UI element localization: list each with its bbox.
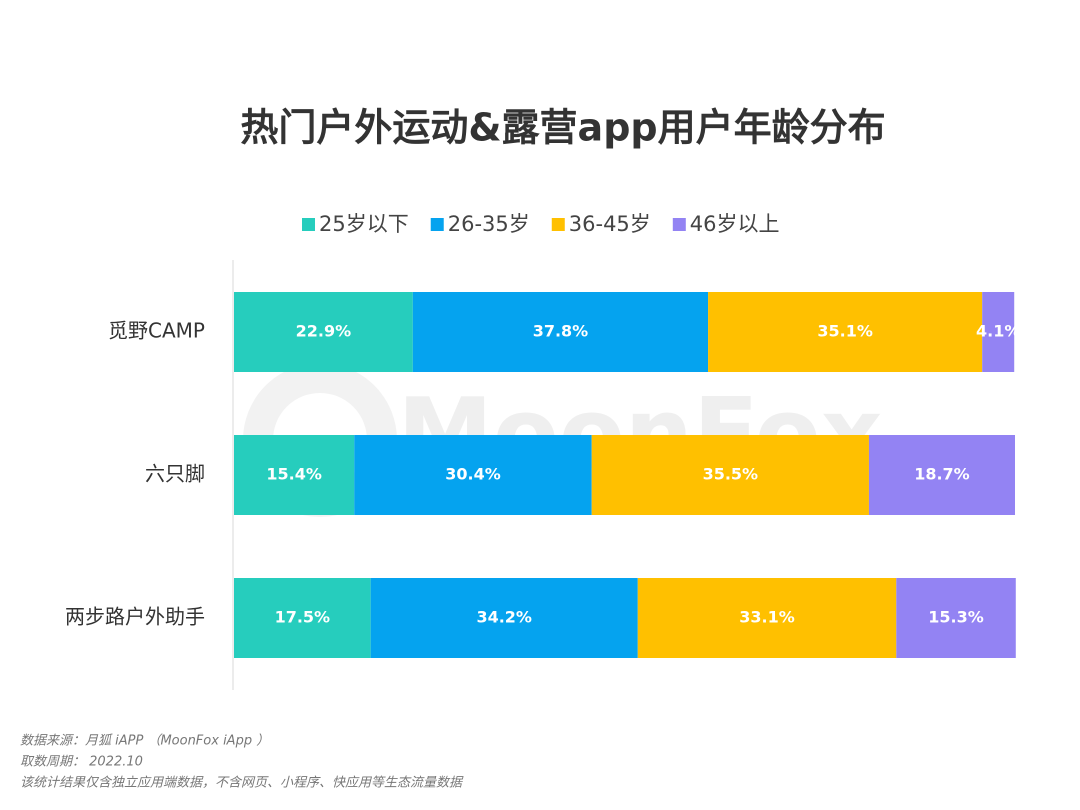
value-label: 30.4%: [445, 465, 501, 484]
bar-segment: [234, 435, 355, 515]
bar-segment: [708, 292, 983, 372]
footnote: 该统计结果仅含独立应用端数据，不含网页、小程序、快应用等生态流量数据: [20, 775, 464, 791]
bar-segment: [637, 578, 897, 658]
bar-segment: [234, 292, 413, 372]
bar-segment: [354, 435, 592, 515]
legend-label: 25岁以下: [319, 212, 409, 236]
value-label: 35.5%: [703, 465, 759, 484]
legend-label: 36-45岁: [569, 212, 651, 236]
bar-segment: [412, 292, 709, 372]
bar-segment: [868, 435, 1015, 515]
bar-segment: [370, 578, 638, 658]
footnote: 数据来源：月狐 iAPP （MoonFox iApp ）: [20, 733, 269, 749]
value-label: 4.1%: [976, 322, 1020, 341]
value-label: 22.9%: [296, 322, 352, 341]
legend-swatch: [302, 218, 315, 231]
legend-swatch: [430, 218, 444, 231]
chart-title: 热门户外运动&露营app用户年龄分布: [240, 106, 885, 150]
value-label: 37.8%: [533, 322, 589, 341]
value-label: 15.4%: [266, 465, 322, 484]
value-label: 33.1%: [739, 608, 795, 627]
value-label: 18.7%: [914, 465, 970, 484]
value-label: 35.1%: [817, 322, 873, 341]
value-label: 34.2%: [476, 608, 532, 627]
category-label: 觅野CAMP: [108, 319, 205, 343]
bar-segment: [982, 292, 1015, 372]
legend-swatch: [672, 218, 686, 231]
value-label: 17.5%: [275, 608, 331, 627]
bar-segment: [896, 578, 1016, 658]
footnote: 取数周期： 2022.10: [20, 755, 143, 770]
legend-label: 26-35岁: [448, 212, 530, 236]
category-label: 两步路户外助手: [65, 605, 205, 629]
legend-swatch: [551, 218, 565, 231]
category-label: 六只脚: [145, 462, 205, 486]
bar-segment: [234, 578, 371, 658]
legend-label: 46岁以上: [690, 212, 780, 236]
bar-segment: [591, 435, 869, 515]
value-label: 15.3%: [928, 608, 984, 627]
